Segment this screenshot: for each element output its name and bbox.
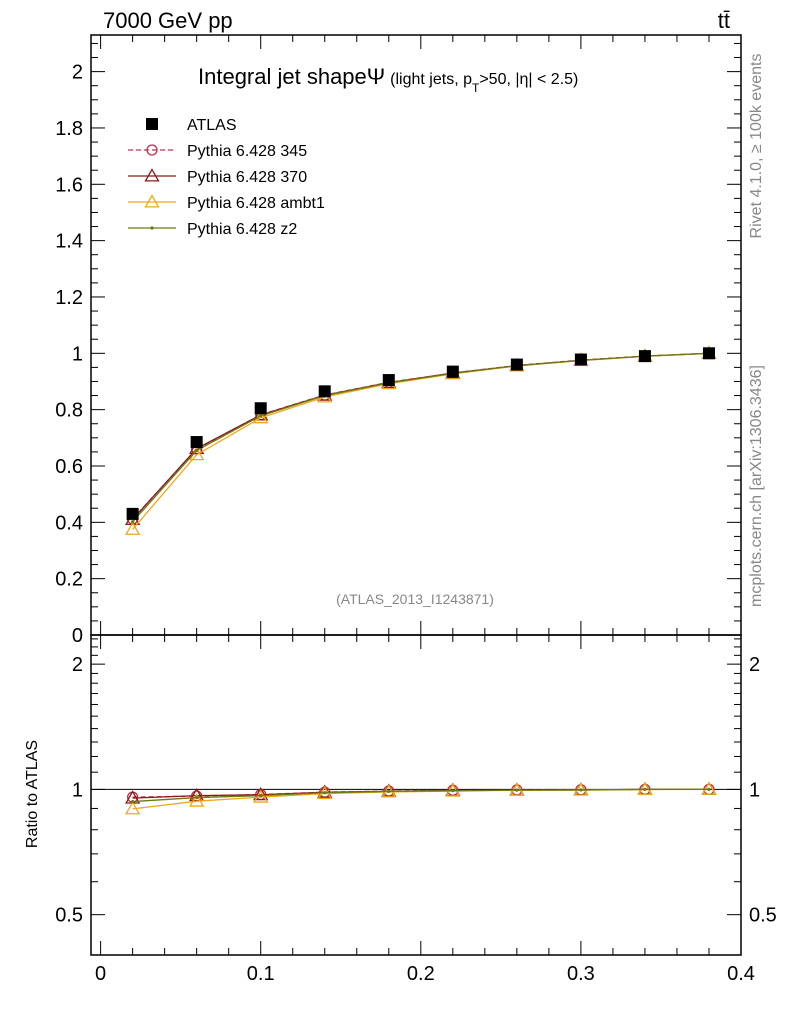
ratio-series bbox=[125, 781, 717, 815]
ratio-point-pythia-6-428-z2 bbox=[707, 787, 711, 792]
x-tick-label: 0.3 bbox=[567, 963, 595, 985]
main-y-tick-label: 0.6 bbox=[55, 456, 83, 478]
ratio-point-pythia-6-428-z2 bbox=[195, 795, 199, 800]
main-point-atlas bbox=[254, 402, 267, 415]
ratio-axis-label: Ratio to ATLAS bbox=[24, 740, 41, 848]
ratio-point-pythia-6-428-z2 bbox=[387, 789, 391, 794]
legend-marker bbox=[146, 144, 158, 156]
main-point-atlas bbox=[638, 350, 651, 363]
legend-label: Pythia 6.428 z2 bbox=[187, 221, 297, 238]
title-main: Integral jet shape bbox=[198, 64, 367, 89]
ratio-y-tick-label-right: 1 bbox=[749, 779, 760, 801]
main-point-pythia-6-428-z2 bbox=[195, 448, 199, 453]
ratio-point-pythia-6-428-370 bbox=[253, 786, 269, 801]
legend-item-pythia-6-428-370: Pythia 6.428 370 bbox=[128, 168, 307, 186]
main-y-tick-label: 0.2 bbox=[55, 569, 83, 591]
ratio-y-tick-label: 2 bbox=[72, 654, 83, 676]
main-axes: 0 0.2 0.4 0.6 0.8 1 1.2 1.4 1.6 1.8 2 bbox=[55, 42, 741, 647]
main-point-atlas bbox=[446, 365, 459, 378]
main-point-atlas bbox=[510, 358, 523, 371]
main-y-tick-label: 0 bbox=[72, 625, 83, 647]
legend-item-atlas: ATLAS bbox=[146, 117, 237, 134]
main-y-tick-label: 2 bbox=[72, 62, 83, 84]
main-point-atlas bbox=[126, 507, 139, 520]
ratio-point-pythia-6-428-ambt1 bbox=[189, 793, 205, 807]
legend-label: ATLAS bbox=[187, 117, 237, 134]
x-tick-label: 0.1 bbox=[247, 963, 275, 985]
x-tick-label: 0 bbox=[95, 963, 106, 985]
main-y-tick-label: 0.4 bbox=[55, 512, 83, 534]
x-tick-label: 0.4 bbox=[727, 963, 755, 985]
ratio-point-pythia-6-428-ambt1 bbox=[125, 801, 141, 815]
mcplots-label: mcplots.cern.ch [arXiv:1306.3436] bbox=[748, 365, 765, 607]
title-symbol: Ψ bbox=[367, 64, 385, 89]
ratio-panel-frame bbox=[90, 634, 742, 956]
main-y-tick-label: 1.4 bbox=[55, 231, 83, 253]
main-y-tick-label: 1 bbox=[72, 343, 83, 365]
title-subtitle-rest: >50, |η| < 2.5) bbox=[479, 71, 578, 88]
ratio-point-pythia-6-428-z2 bbox=[323, 791, 327, 795]
legend-marker bbox=[146, 118, 158, 130]
analysis-id: (ATLAS_2013_I1243871) bbox=[336, 591, 494, 607]
main-point-atlas bbox=[702, 347, 715, 360]
main-point-pythia-6-428-ambt1 bbox=[125, 521, 141, 535]
main-series bbox=[125, 345, 717, 535]
legend-item-pythia-6-428-345: Pythia 6.428 345 bbox=[128, 143, 307, 160]
main-line-pythia-6-428-z2 bbox=[132, 352, 710, 523]
ratio-line-pythia-6-428-z2 bbox=[132, 788, 709, 803]
legend-item-pythia-6-428-ambt1: Pythia 6.428 ambt1 bbox=[128, 194, 325, 212]
ratio-y-tick-label: 0.5 bbox=[55, 905, 83, 927]
ratio-point-pythia-6-428-z2 bbox=[643, 787, 647, 792]
legend-marker bbox=[144, 168, 160, 182]
process-label: tt̄ bbox=[718, 8, 730, 33]
ratio-point-pythia-6-428-z2 bbox=[259, 794, 263, 798]
main-y-tick-label: 0.8 bbox=[55, 400, 83, 422]
title-subtitle: (light jets, p bbox=[390, 71, 472, 88]
energy-label: 7000 GeV pp bbox=[103, 8, 233, 33]
main-y-tick-label: 1.8 bbox=[55, 118, 83, 140]
main-point-atlas bbox=[318, 385, 331, 398]
main-line-pythia-6-428-ambt1 bbox=[132, 352, 710, 530]
main-point-atlas bbox=[574, 353, 587, 366]
legend-item-pythia-6-428-z2: Pythia 6.428 z2 bbox=[128, 221, 297, 238]
ratio-point-pythia-6-428-z2 bbox=[451, 789, 455, 793]
x-tick-label: 0.2 bbox=[407, 963, 435, 985]
ratio-point-pythia-6-428-z2 bbox=[515, 788, 519, 792]
legend-label: Pythia 6.428 345 bbox=[187, 143, 307, 160]
x-axis: 0 0.1 0.2 0.3 0.4 bbox=[95, 35, 755, 985]
legend-marker bbox=[144, 194, 160, 208]
legend-label: Pythia 6.428 370 bbox=[187, 169, 307, 186]
legend-marker bbox=[150, 226, 154, 230]
title-subscript: T bbox=[472, 81, 480, 95]
ratio-point-pythia-6-428-z2 bbox=[579, 788, 583, 792]
main-y-tick-label: 1.6 bbox=[55, 174, 83, 196]
legend: ATLAS Pythia 6.428 345 Pythia 6.428 370 Pyt… bbox=[128, 117, 325, 238]
plot-title: Integral jet shapeΨ (light jets, pT>50, |… bbox=[198, 64, 578, 95]
main-point-pythia-6-428-z2 bbox=[131, 520, 135, 524]
ratio-line-pythia-6-428-ambt1 bbox=[132, 788, 709, 810]
ratio-y-tick-label-right: 0.5 bbox=[749, 905, 777, 927]
rivet-version-label: Rivet 4.1.0, ≥ 100k events bbox=[748, 54, 765, 239]
legend-label: Pythia 6.428 ambt1 bbox=[187, 195, 325, 212]
ratio-point-pythia-6-428-ambt1 bbox=[701, 781, 717, 795]
main-point-atlas bbox=[190, 436, 203, 449]
ratio-point-pythia-6-428-z2 bbox=[131, 799, 135, 804]
main-y-tick-label: 1.2 bbox=[55, 287, 83, 309]
ratio-y-tick-label-right: 2 bbox=[749, 654, 760, 676]
ratio-y-tick-label: 1 bbox=[72, 779, 83, 801]
main-point-pythia-6-428-z2 bbox=[259, 414, 263, 418]
main-point-atlas bbox=[382, 374, 395, 387]
